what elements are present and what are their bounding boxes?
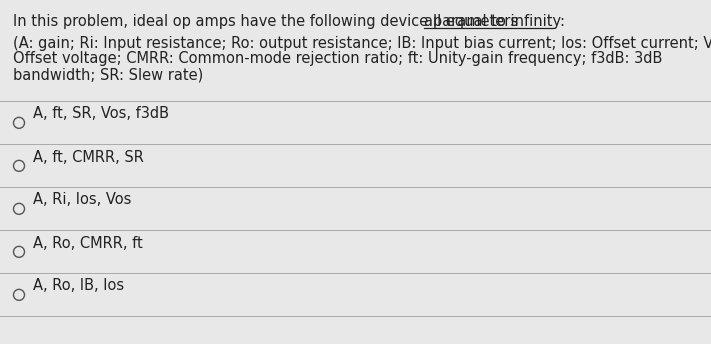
Text: A, ft, CMRR, SR: A, ft, CMRR, SR <box>33 150 144 164</box>
Text: A, Ro, IB, Ios: A, Ro, IB, Ios <box>33 279 124 293</box>
Text: all equal to infinity:: all equal to infinity: <box>424 14 565 29</box>
Text: A, Ri, Ios, Vos: A, Ri, Ios, Vos <box>33 193 132 207</box>
Text: (A: gain; Ri: Input resistance; Ro: output resistance; IB: Input bias current; I: (A: gain; Ri: Input resistance; Ro: outp… <box>13 36 711 51</box>
Text: A, ft, SR, Vos, f3dB: A, ft, SR, Vos, f3dB <box>33 107 169 121</box>
Text: A, Ro, CMRR, ft: A, Ro, CMRR, ft <box>33 236 143 250</box>
Text: bandwidth; SR: Slew rate): bandwidth; SR: Slew rate) <box>13 67 203 82</box>
Text: Offset voltage; CMRR: Common-mode rejection ratio; ft: Unity-gain frequency; f3d: Offset voltage; CMRR: Common-mode reject… <box>13 52 663 66</box>
Text: In this problem, ideal op amps have the following device parameters: In this problem, ideal op amps have the … <box>13 14 523 29</box>
